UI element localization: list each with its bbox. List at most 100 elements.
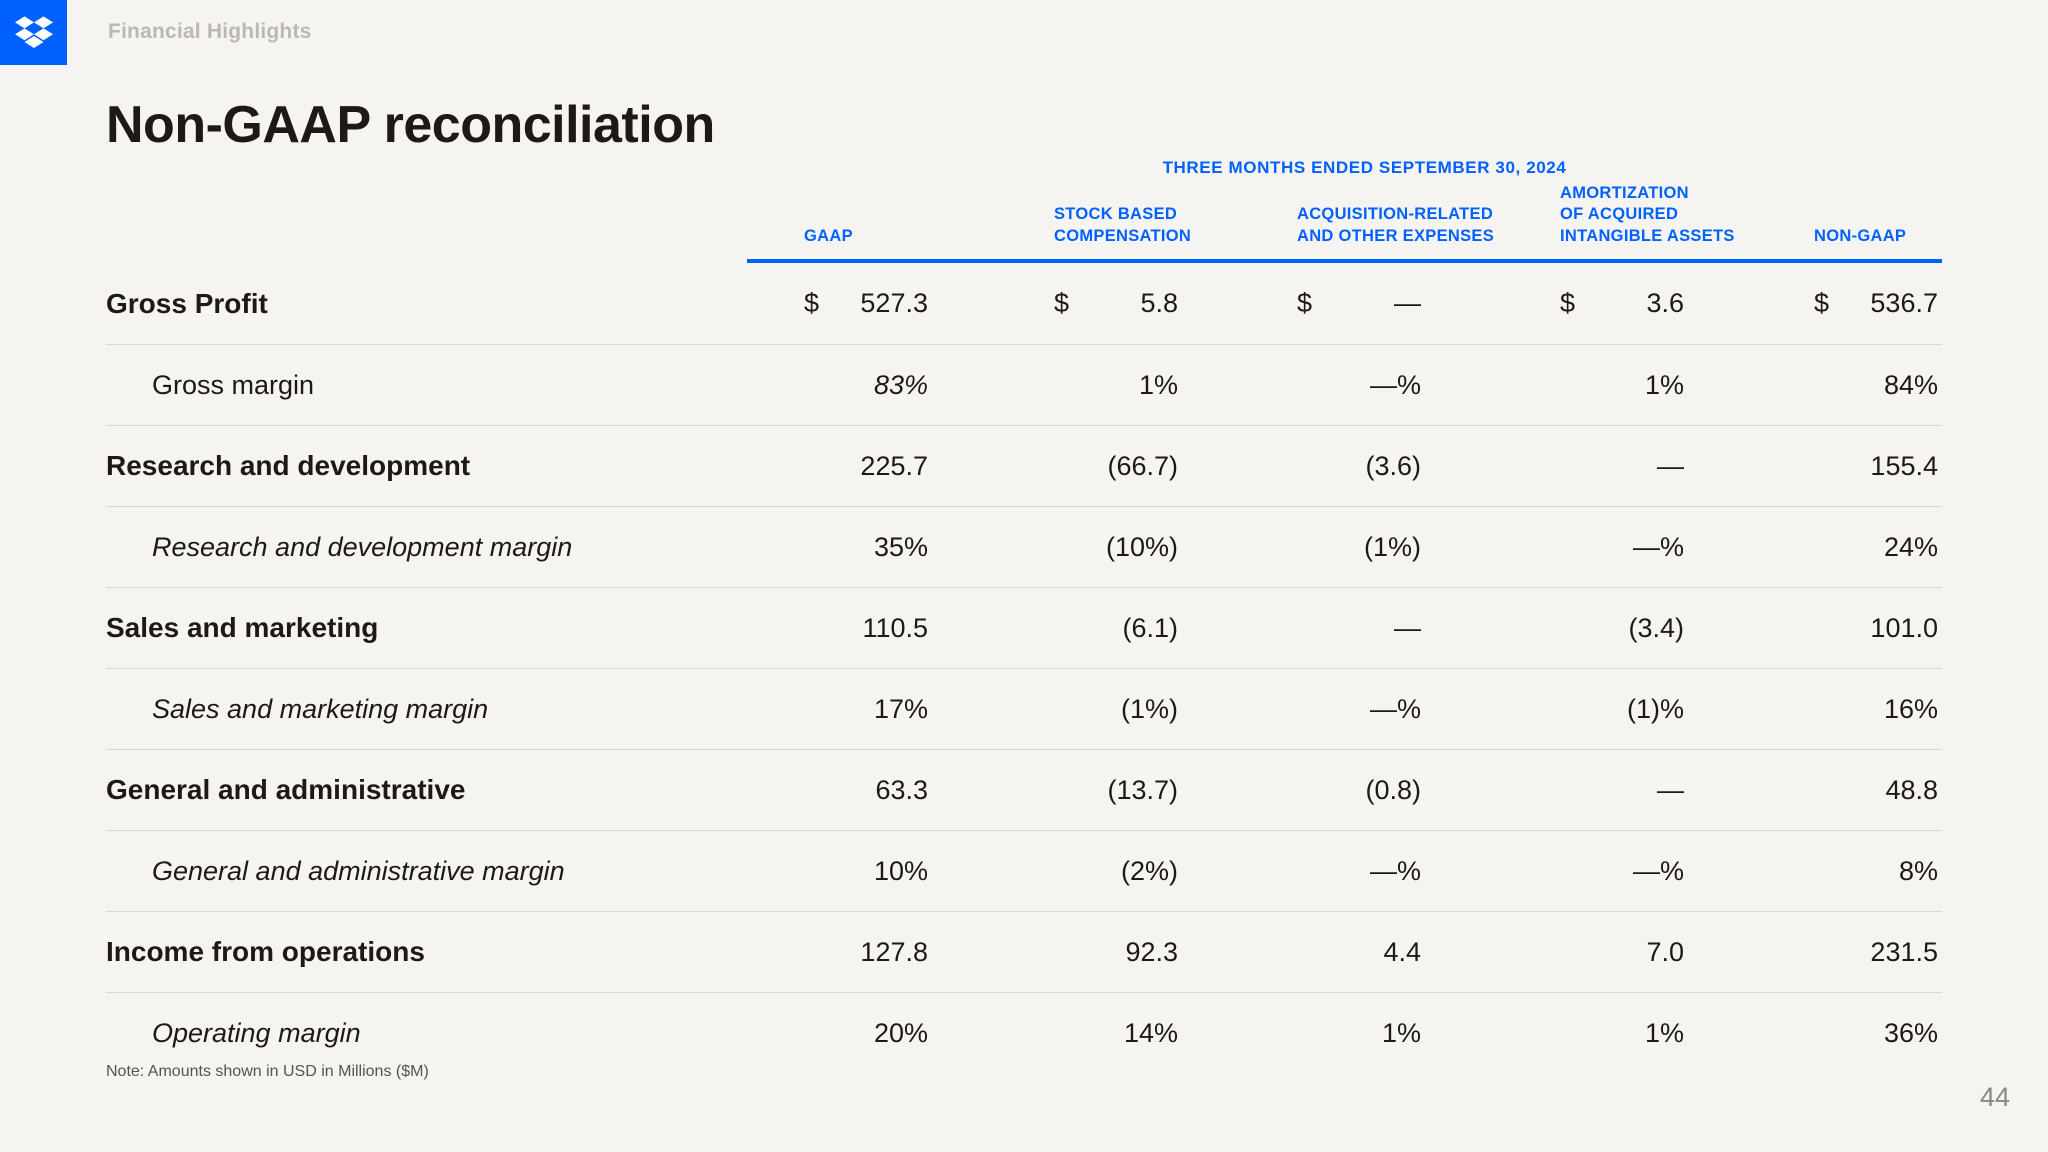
cell-value: —%: [1632, 855, 1684, 886]
column-header-line: OF ACQUIRED: [1560, 205, 1679, 224]
table-cell: 127.8: [747, 937, 932, 968]
row-label: Operating margin: [152, 1017, 361, 1048]
cell-value-box: $3.6: [1560, 288, 1688, 319]
column-header-label: STOCK BASED COMPENSATION: [1054, 204, 1191, 247]
column-header-line: ACQUISITION-RELATED: [1297, 205, 1494, 224]
table-cell: $527.3: [747, 288, 932, 319]
table-row: Sales and marketing margin 17% (1%) —% (1)% 1…: [106, 668, 1942, 749]
currency-symbol: $: [1297, 288, 1313, 318]
column-header-gaap: GAAP: [747, 150, 932, 259]
table-cell: 63.3: [747, 775, 932, 806]
cell-value: —: [1657, 450, 1684, 481]
cell-value-box: 83%: [804, 370, 932, 401]
cell-value-box: 110.5: [804, 613, 932, 644]
cell-value: (6.1): [1122, 612, 1178, 643]
cell-value-box: —: [1560, 775, 1688, 806]
header-spacer-cell: [106, 150, 747, 259]
cell-value-box: 231.5: [1814, 937, 1942, 968]
row-label: Sales and marketing: [106, 612, 379, 643]
table-cell: —: [1182, 613, 1425, 644]
cell-value: (1)%: [1626, 693, 1684, 724]
table-cell: 1%: [1425, 1018, 1688, 1049]
reconciliation-table: THREE MONTHS ENDED SEPTEMBER 30, 2024 GA…: [106, 150, 1942, 1048]
column-header-line: INTANGIBLE ASSETS: [1560, 226, 1735, 245]
row-label: General and administrative margin: [152, 855, 565, 886]
cell-value: 36%: [1883, 1017, 1938, 1048]
cell-value: 527.3: [860, 288, 928, 318]
page-title: Non-GAAP reconciliation: [106, 96, 715, 154]
cell-value-box: (3.6): [1297, 451, 1425, 482]
table-cell: —: [1425, 775, 1688, 806]
table-cell: (2%): [932, 856, 1182, 887]
cell-value-box: 225.7: [804, 451, 932, 482]
table-cell: 10%: [747, 856, 932, 887]
row-label: Sales and marketing margin: [152, 693, 489, 724]
cell-value-box: 63.3: [804, 775, 932, 806]
cell-value-box: 17%: [804, 694, 932, 725]
cell-value: (1%): [1120, 693, 1178, 724]
column-header-amortization: AMORTIZATION OF ACQUIRED INTANGIBLE ASSETS: [1425, 150, 1734, 259]
cell-value-box: (2%): [1054, 856, 1182, 887]
cell-value-box: 155.4: [1814, 451, 1942, 482]
column-header-line: AND OTHER EXPENSES: [1297, 226, 1495, 245]
cell-value: 1%: [1644, 369, 1684, 400]
currency-symbol: $: [1560, 288, 1576, 318]
table-cell: 14%: [932, 1018, 1182, 1049]
cell-value: (66.7): [1107, 450, 1178, 481]
row-label: Gross Profit: [106, 287, 268, 319]
cell-value-box: (1)%: [1560, 694, 1688, 725]
currency-symbol: $: [1814, 288, 1830, 318]
cell-value: 155.4: [1870, 450, 1938, 481]
row-label: General and administrative: [106, 774, 466, 805]
cell-value: —: [1394, 612, 1421, 643]
table-cell: (1%): [1182, 532, 1425, 563]
column-header-label: NON-GAAP: [1814, 226, 1906, 247]
table-row: Income from operations 127.8 92.3 4.4 7.0 231…: [106, 911, 1942, 992]
cell-value-box: 101.0: [1814, 613, 1942, 644]
cell-value: 48.8: [1885, 774, 1938, 805]
table-cell: 1%: [1425, 370, 1688, 401]
cell-value-box: —: [1560, 451, 1688, 482]
cell-value-box: (6.1): [1054, 613, 1182, 644]
cell-value-box: 20%: [804, 1018, 932, 1049]
cell-value: 8%: [1898, 855, 1938, 886]
cell-value-box: 84%: [1814, 370, 1942, 401]
dropbox-glyph-icon: [14, 16, 53, 48]
cell-value-box: 1%: [1054, 370, 1182, 401]
column-header-acquisition-related: ACQUISITION-RELATED AND OTHER EXPENSES: [1182, 150, 1494, 259]
table-cell: —%: [1182, 694, 1425, 725]
cell-value-box: 48.8: [1814, 775, 1942, 806]
table-cell: $ —: [1182, 288, 1425, 319]
cell-value: 83%: [873, 369, 928, 400]
table-cell: (3.4): [1425, 613, 1688, 644]
column-header-label: AMORTIZATION OF ACQUIRED INTANGIBLE ASSETS: [1560, 183, 1735, 247]
cell-value: 84%: [1883, 369, 1938, 400]
cell-value-box: $ —: [1297, 288, 1425, 319]
dropbox-logo: [0, 0, 67, 65]
table-cell: 8%: [1688, 856, 1942, 887]
table-cell: 155.4: [1688, 451, 1942, 482]
table-cell: (13.7): [932, 775, 1182, 806]
table-cell: 17%: [747, 694, 932, 725]
cell-value-box: —%: [1297, 856, 1425, 887]
cell-value: 20%: [873, 1017, 928, 1048]
cell-value-box: $536.7: [1814, 288, 1942, 319]
column-header-stock-based-compensation: STOCK BASED COMPENSATION: [932, 150, 1191, 259]
table-cell: —%: [1182, 856, 1425, 887]
cell-value-box: 92.3: [1054, 937, 1182, 968]
row-label: Research and development margin: [152, 531, 573, 562]
cell-value-box: $5.8: [1054, 288, 1182, 319]
table-cell: $5.8: [932, 288, 1182, 319]
table-cell: 225.7: [747, 451, 932, 482]
column-header-line: NON-GAAP: [1814, 226, 1907, 245]
cell-value-box: —%: [1560, 856, 1688, 887]
column-header-line: COMPENSATION: [1054, 226, 1192, 245]
table-cell: (66.7): [932, 451, 1182, 482]
cell-value: (13.7): [1107, 774, 1178, 805]
table-cell: 83%: [747, 370, 932, 401]
currency-symbol: $: [1054, 288, 1070, 318]
cell-value: 16%: [1883, 693, 1938, 724]
cell-value: 225.7: [860, 450, 928, 481]
cell-value-box: (0.8): [1297, 775, 1425, 806]
